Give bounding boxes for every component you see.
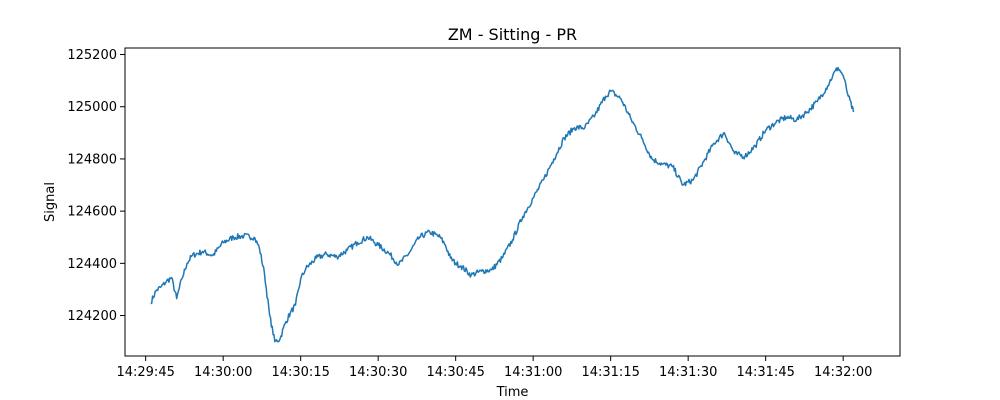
plot-area-frame	[124, 47, 901, 357]
x-tick-label: 14:30:00	[194, 365, 252, 380]
y-axis-label: Signal	[43, 182, 58, 222]
x-tick-label: 14:32:00	[814, 365, 872, 380]
x-axis-label: Time	[496, 385, 529, 400]
y-tick-label: 124600	[67, 205, 117, 220]
x-tick-label: 14:29:45	[116, 365, 174, 380]
y-tick-label: 125000	[67, 100, 117, 115]
x-tick-label: 14:30:30	[349, 365, 407, 380]
chart-title: ZM - Sitting - PR	[448, 25, 577, 44]
series-line-0	[150, 66, 855, 343]
y-tick-label: 124400	[67, 257, 117, 272]
x-tick-label: 14:31:30	[659, 365, 717, 380]
x-tick-label: 14:31:45	[736, 365, 794, 380]
x-tick-label: 14:30:15	[271, 365, 329, 380]
series-layer	[150, 66, 855, 343]
y-tick-label: 124800	[67, 152, 117, 167]
y-tick-label: 124200	[67, 309, 117, 324]
y-tick-label: 125200	[67, 48, 117, 63]
x-tick-label: 14:31:15	[581, 365, 639, 380]
x-tick-label: 14:30:45	[426, 365, 484, 380]
ticks-layer: 14:29:45 14:30:00 14:30:15 14:30:30 14:30:45…	[67, 48, 872, 380]
x-tick-label: 14:31:00	[504, 365, 562, 380]
